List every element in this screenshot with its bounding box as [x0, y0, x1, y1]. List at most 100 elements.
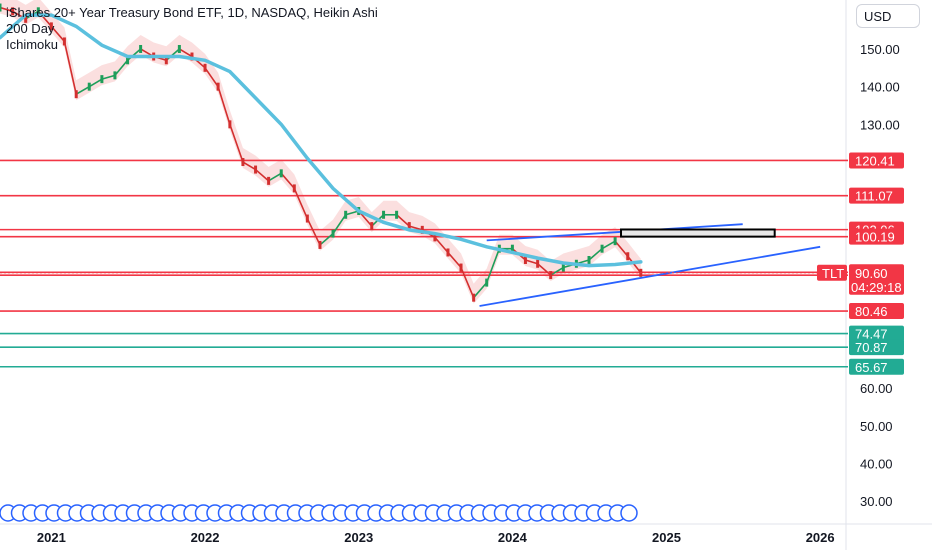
price-segment — [588, 248, 603, 261]
price-candle — [74, 90, 78, 99]
symbol-label-bg — [817, 264, 847, 281]
price-candle — [370, 222, 374, 231]
price-candle — [254, 165, 258, 174]
price-candle — [139, 44, 143, 53]
dividend-marker-icon — [620, 504, 638, 522]
price-segment — [614, 240, 629, 257]
currency-selector[interactable]: USD — [856, 4, 920, 28]
resistance_levels-label: 111.07 — [855, 189, 893, 204]
last-price-label-bg — [849, 264, 904, 295]
price-candle — [190, 52, 194, 61]
price-candle — [331, 229, 335, 238]
price-candle — [241, 158, 245, 167]
price-segment — [255, 168, 270, 182]
x-tick-label: 2021 — [37, 530, 66, 545]
price-candle — [420, 225, 424, 234]
price-candle — [433, 233, 437, 242]
price-segment — [434, 236, 449, 253]
price-segment — [550, 266, 564, 276]
ma-200-line — [0, 13, 643, 268]
price-segment — [229, 124, 244, 163]
y-tick-label: 40.00 — [860, 456, 893, 471]
green_levels-label: 70.87 — [855, 340, 888, 355]
price-candle — [279, 169, 283, 178]
price-candle — [0, 3, 2, 12]
price-candle — [472, 293, 476, 302]
price-candle — [216, 82, 220, 91]
green_levels-label-bg — [849, 339, 904, 356]
price-segment — [319, 233, 334, 246]
price-candle — [459, 263, 463, 272]
price-candle — [626, 252, 630, 261]
price-candle — [49, 22, 53, 31]
x-tick-label: 2025 — [652, 530, 681, 545]
price-segment — [447, 251, 462, 269]
price-candle — [100, 75, 104, 84]
indicator-ichimoku[interactable]: Ichimoku — [6, 37, 59, 52]
price-candle — [87, 82, 91, 91]
price-candle — [549, 271, 553, 280]
price-segment — [63, 41, 77, 95]
price-segment — [280, 172, 295, 189]
price-segment — [396, 214, 410, 227]
price-candle — [523, 256, 527, 264]
price-candle — [24, 14, 28, 23]
price-segment — [601, 240, 616, 250]
price-candle — [613, 237, 617, 246]
price-candle — [344, 210, 348, 219]
price-segment — [75, 85, 90, 95]
price-segment — [114, 59, 129, 76]
x-tick-label: 2024 — [498, 530, 528, 545]
y-tick-label: 140.00 — [860, 80, 900, 95]
price-segment — [204, 67, 219, 88]
price-candle — [164, 56, 168, 65]
price-candle — [267, 176, 271, 185]
symbol-label: TLT — [822, 266, 844, 281]
green_levels-label-bg — [849, 325, 904, 342]
green_levels-label: 65.67 — [855, 360, 888, 375]
trendline — [486, 223, 743, 242]
countdown-label: 04:29:18 — [851, 280, 902, 295]
price-candle — [510, 244, 514, 253]
support_levels-label-bg — [849, 303, 904, 320]
price-candle — [11, 7, 15, 16]
price-axis: 160.00150.00140.00130.0060.0050.0040.003… — [860, 4, 900, 509]
resistance_levels-label-bg — [849, 152, 904, 169]
green_levels-label: 74.47 — [855, 327, 888, 342]
price-candle — [407, 222, 411, 231]
y-tick-label: 30.00 — [860, 494, 893, 509]
price-segment — [242, 161, 256, 171]
price-candle — [113, 71, 117, 80]
support_levels-label: 80.46 — [855, 304, 888, 319]
time-axis: 2021 2022 2023 2024 2025 2026 — [37, 530, 835, 545]
price-candle — [485, 278, 489, 287]
event-markers — [0, 504, 638, 522]
y-tick-label: 150.00 — [860, 42, 900, 57]
price-candle — [318, 240, 322, 249]
price-segment — [460, 267, 475, 298]
price-segment — [485, 248, 501, 283]
resistance_levels-label-bg — [849, 228, 904, 245]
indicator-200-day[interactable]: 200 Day — [6, 21, 55, 36]
price-segment — [332, 214, 347, 235]
x-tick-label: 2026 — [806, 530, 835, 545]
price-segment — [165, 48, 180, 61]
resistance_levels-label: 100.19 — [855, 230, 895, 245]
trendline — [479, 245, 821, 307]
price-segment — [409, 225, 423, 231]
x-tick-label: 2023 — [344, 530, 373, 545]
price-candle — [561, 263, 565, 272]
price-candle — [600, 244, 604, 253]
y-tick-label: 130.00 — [860, 117, 900, 132]
price-candle — [446, 248, 450, 257]
price-segment — [525, 259, 538, 265]
price-candle — [536, 259, 540, 268]
price-candle — [62, 37, 66, 46]
price-candle — [203, 63, 207, 72]
price-segment — [101, 74, 116, 80]
price-segment — [268, 172, 282, 182]
price-segment — [293, 188, 309, 219]
price-segment — [627, 255, 642, 274]
